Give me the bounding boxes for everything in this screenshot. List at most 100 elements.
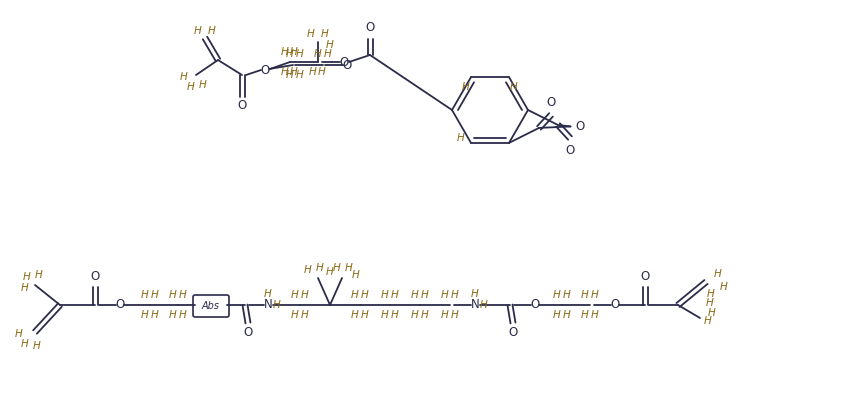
Text: H: H: [351, 290, 359, 300]
Text: H: H: [411, 290, 419, 300]
Text: O: O: [339, 56, 349, 69]
Text: H: H: [273, 300, 281, 310]
Text: H: H: [381, 310, 389, 320]
Text: H: H: [187, 82, 195, 92]
Text: H: H: [714, 269, 722, 279]
Text: H: H: [281, 67, 289, 77]
Text: H: H: [316, 263, 324, 273]
Text: H: H: [169, 310, 177, 320]
Text: H: H: [510, 82, 518, 92]
Text: O: O: [115, 299, 125, 312]
Text: H: H: [361, 290, 369, 300]
Text: H: H: [333, 263, 341, 273]
Text: H: H: [591, 290, 599, 300]
FancyBboxPatch shape: [193, 295, 229, 317]
Text: H: H: [582, 310, 589, 320]
Text: N: N: [471, 299, 479, 312]
Text: H: H: [704, 316, 712, 326]
Text: H: H: [208, 26, 216, 36]
Text: H: H: [480, 300, 488, 310]
Text: H: H: [321, 29, 329, 39]
Text: Abs: Abs: [202, 301, 220, 311]
Text: H: H: [706, 298, 714, 308]
Text: H: H: [296, 70, 304, 80]
Text: H: H: [169, 290, 177, 300]
Text: H: H: [286, 49, 294, 59]
Text: H: H: [180, 290, 187, 300]
Text: H: H: [351, 310, 359, 320]
Text: H: H: [180, 72, 188, 82]
Text: H: H: [707, 289, 715, 299]
Text: H: H: [21, 283, 29, 293]
Text: N: N: [264, 299, 272, 312]
Text: H: H: [564, 290, 571, 300]
Text: H: H: [35, 270, 43, 280]
Text: H: H: [391, 290, 399, 300]
Text: H: H: [309, 67, 317, 77]
Text: H: H: [324, 49, 332, 59]
Text: O: O: [576, 120, 585, 133]
Text: H: H: [304, 265, 312, 275]
Text: H: H: [281, 47, 289, 57]
Text: H: H: [381, 290, 389, 300]
Text: H: H: [290, 67, 298, 77]
Text: H: H: [291, 310, 299, 320]
Text: H: H: [457, 133, 465, 143]
Text: H: H: [471, 289, 478, 299]
Text: O: O: [530, 299, 539, 312]
Text: O: O: [365, 20, 375, 33]
Text: H: H: [421, 290, 429, 300]
Text: H: H: [352, 270, 360, 280]
Text: H: H: [151, 290, 159, 300]
Text: O: O: [640, 271, 649, 284]
Text: H: H: [286, 70, 294, 80]
Text: H: H: [296, 49, 304, 59]
Text: O: O: [546, 97, 556, 110]
Text: O: O: [343, 58, 351, 71]
Text: H: H: [21, 339, 29, 349]
Text: H: H: [391, 310, 399, 320]
Text: H: H: [591, 310, 599, 320]
Text: O: O: [509, 327, 518, 340]
Text: H: H: [553, 310, 561, 320]
Text: H: H: [302, 310, 309, 320]
Text: H: H: [326, 40, 334, 50]
Text: H: H: [141, 290, 149, 300]
Text: H: H: [180, 310, 187, 320]
Text: H: H: [194, 26, 202, 36]
Text: H: H: [290, 47, 298, 57]
Text: H: H: [302, 290, 309, 300]
Text: O: O: [611, 299, 619, 312]
Text: H: H: [326, 267, 334, 277]
Text: H: H: [141, 310, 149, 320]
Text: H: H: [34, 341, 41, 351]
Text: H: H: [442, 310, 449, 320]
Text: H: H: [308, 29, 315, 39]
Text: H: H: [23, 272, 31, 282]
Text: H: H: [151, 310, 159, 320]
Text: O: O: [260, 63, 270, 76]
Text: H: H: [411, 310, 419, 320]
Text: H: H: [314, 49, 322, 59]
Text: H: H: [345, 263, 353, 273]
Text: H: H: [564, 310, 571, 320]
Text: H: H: [442, 290, 449, 300]
Text: O: O: [90, 271, 100, 284]
Text: H: H: [720, 282, 728, 292]
Text: H: H: [15, 329, 23, 339]
Text: H: H: [264, 289, 272, 299]
Text: H: H: [451, 290, 459, 300]
Text: H: H: [553, 290, 561, 300]
Text: H: H: [421, 310, 429, 320]
Text: H: H: [318, 67, 326, 77]
Text: H: H: [462, 82, 470, 92]
Text: O: O: [565, 143, 575, 156]
Text: H: H: [199, 80, 207, 90]
Text: O: O: [243, 327, 253, 340]
Text: H: H: [451, 310, 459, 320]
Text: O: O: [237, 98, 247, 112]
Text: H: H: [582, 290, 589, 300]
Text: H: H: [361, 310, 369, 320]
Text: H: H: [708, 308, 716, 318]
Text: H: H: [291, 290, 299, 300]
